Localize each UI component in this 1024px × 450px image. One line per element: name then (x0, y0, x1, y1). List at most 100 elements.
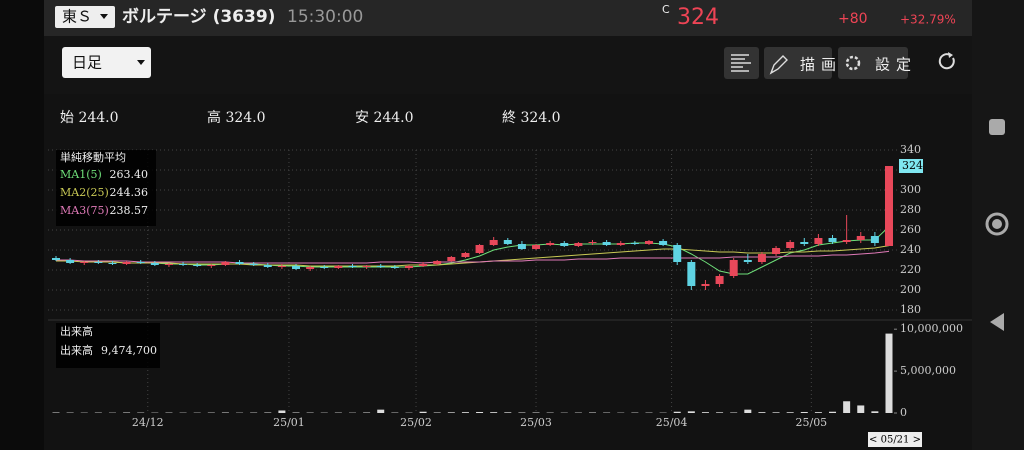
y-tick-label: 300 (900, 183, 921, 196)
candle-body (757, 254, 766, 262)
legend-name: MA3(75) (60, 204, 109, 217)
x-tick-label: 25/01 (273, 416, 305, 429)
candle-body (814, 238, 823, 244)
candle-body (870, 236, 879, 243)
volume-bar (871, 411, 879, 413)
high: 高 324.0 (207, 109, 266, 126)
candle-body (108, 263, 117, 264)
candle-body (390, 267, 399, 268)
candle-body (885, 166, 893, 246)
candle-body (828, 238, 837, 242)
volume-bar (476, 411, 484, 413)
candle-body (856, 236, 865, 240)
y-tick-label: 240 (900, 243, 921, 256)
volume-last: 9,474,700 (101, 344, 157, 357)
candle-body (729, 260, 738, 276)
ma-legend-title: 単純移動平均 (60, 150, 126, 164)
volume-bar (419, 411, 427, 413)
candle-body (715, 276, 724, 284)
volume-bar (532, 412, 540, 413)
volume-bar (504, 412, 512, 413)
y-tick-label: 220 (900, 263, 921, 276)
candle-body (263, 265, 272, 267)
candle-body (475, 245, 484, 253)
candle-body (560, 243, 569, 246)
legend-name: MA2(25) (60, 186, 109, 199)
candle-body (503, 240, 512, 244)
price: 324 (677, 5, 719, 30)
pencil-icon (769, 55, 788, 75)
period: 日足 (72, 54, 102, 72)
change-pct: +32.79% (900, 13, 956, 27)
refresh-arrow (948, 52, 953, 58)
candle-body (800, 242, 809, 244)
nav-recent[interactable] (989, 119, 1005, 135)
toolbar-clip (44, 79, 972, 94)
candle-body (66, 260, 75, 263)
top-bar (44, 0, 972, 36)
candle-body (52, 258, 60, 260)
market-select[interactable] (55, 6, 115, 28)
y-tick-label: 280 (900, 203, 921, 216)
volume-bar (377, 409, 385, 413)
date-tag-label: < 05/21 > (869, 435, 921, 446)
nav-home-dot (992, 219, 1002, 229)
legend-value: 238.57 (110, 204, 149, 217)
period-select[interactable] (62, 47, 151, 78)
x-tick-label: 25/04 (656, 416, 688, 429)
candle-body (786, 242, 795, 248)
candle-body (772, 248, 781, 254)
nav-back[interactable] (990, 313, 1004, 331)
stock-name: ボルテージ (3639) (122, 7, 275, 27)
candle-body (687, 262, 696, 286)
volume-bar (744, 409, 752, 413)
candle-body (588, 242, 597, 243)
candle-body (574, 243, 583, 246)
volume-label: 出来高 (60, 343, 93, 357)
nav-home[interactable] (985, 212, 1009, 236)
candle-body (842, 240, 851, 242)
y-tick-label: 180 (900, 303, 921, 316)
candle-body (546, 243, 555, 245)
candle-body (616, 243, 625, 245)
volume-bar (363, 412, 371, 413)
volume-bar (433, 412, 441, 413)
x-tick-label: 25/02 (400, 416, 432, 429)
candle-body (659, 241, 668, 245)
volume-bar (687, 411, 695, 413)
candle-body (94, 262, 103, 263)
legend-value: 263.40 (110, 168, 149, 181)
volume-bar (264, 412, 272, 413)
volume-bar (701, 412, 709, 413)
market: 東Ｓ (62, 8, 92, 26)
volume-bar (829, 411, 837, 413)
candle-body (80, 262, 89, 263)
candle-body (193, 265, 202, 266)
volume-bar (123, 412, 131, 413)
candle-body (249, 264, 258, 265)
x-tick-label: 25/05 (795, 416, 827, 429)
candle-body (517, 244, 526, 249)
volume-tick-label: 0 (900, 406, 907, 419)
refresh-icon[interactable] (938, 53, 955, 70)
price-tag (899, 159, 923, 173)
volume-bar (857, 405, 865, 413)
chart-area (44, 94, 972, 450)
volume-bar (518, 412, 526, 413)
volume-bar (758, 412, 766, 413)
low: 安 244.0 (355, 110, 414, 126)
gear-icon (845, 55, 861, 71)
volume-bar (589, 412, 597, 413)
candle-body (320, 267, 329, 268)
volume-legend-box (56, 323, 160, 368)
candle-body (376, 266, 385, 267)
candle-body (404, 266, 413, 268)
volume-bar (52, 412, 60, 413)
volume-bar (278, 410, 286, 413)
settings-label: 設定 (875, 56, 917, 74)
volume-bar (490, 412, 498, 413)
draw-button[interactable] (764, 47, 832, 79)
candle-body (433, 261, 442, 264)
settings-button[interactable] (838, 47, 908, 79)
